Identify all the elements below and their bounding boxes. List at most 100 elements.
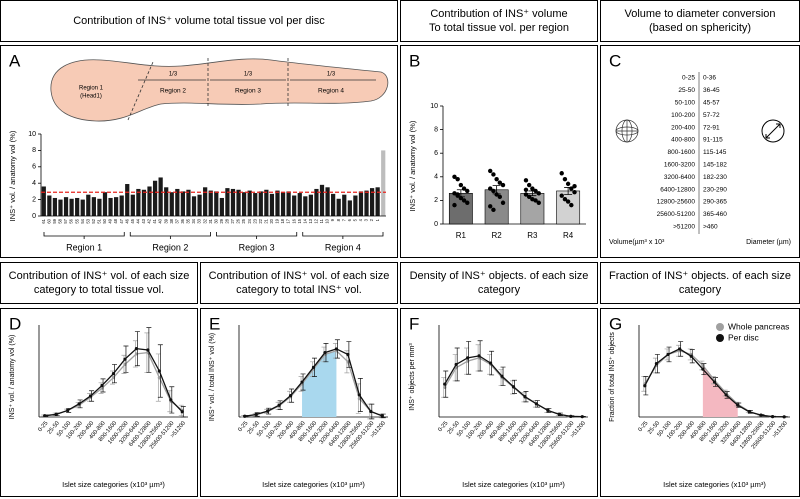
- panel-label: D: [9, 314, 21, 333]
- x-tick-label: 23: [252, 218, 257, 223]
- chart: F INS⁺ objects per mm³ Islet size categori…: [409, 314, 588, 489]
- x-tick-label: 3: [364, 218, 369, 221]
- y-axis-label: INS⁺ vol. / anatomy vol (%): [408, 120, 417, 211]
- x-tick-label: 12: [314, 218, 319, 223]
- x-tick-label: 14: [302, 218, 307, 223]
- panel-label: F: [409, 314, 419, 333]
- bar: [280, 192, 286, 216]
- y-tick-label: 2: [32, 196, 36, 203]
- line-marker: [678, 347, 682, 351]
- illustration-label: Region 3: [235, 88, 261, 95]
- x-tick-label: 55: [74, 218, 79, 223]
- x-axis-label: Islet size categories (x10³ µm³): [462, 480, 565, 489]
- data-point: [461, 198, 467, 203]
- line-marker: [523, 395, 527, 399]
- bar: [347, 200, 352, 216]
- y-tick-label: 0: [32, 213, 36, 220]
- volume-range: 400-800: [671, 137, 695, 144]
- data-point: [565, 199, 571, 204]
- bar: [358, 191, 364, 216]
- x-tick-label: 54: [80, 218, 85, 223]
- region-bracket: [129, 232, 211, 239]
- x-tick-label: 17: [286, 218, 291, 223]
- panel: G Fraction of total INS⁺ objects Islet siz…: [600, 308, 800, 497]
- x-tick-label: 36: [180, 218, 185, 223]
- legend-label: Whole pancreas: [728, 321, 789, 331]
- data-point: [569, 202, 574, 208]
- volume-range: 100-200: [671, 112, 695, 119]
- x-tick-label: 45: [130, 218, 135, 223]
- x-tick-label: 41: [152, 218, 157, 223]
- x-tick-label: 29: [219, 218, 224, 223]
- diameter-range: 230-290: [703, 186, 727, 193]
- y-tick-label: 6: [32, 164, 36, 171]
- shaded-area: [302, 350, 337, 417]
- line-marker: [66, 408, 70, 413]
- y-tick-label: 0: [434, 221, 438, 228]
- line-marker: [300, 380, 304, 384]
- bar: [219, 197, 224, 216]
- x-tick-label: 61: [41, 218, 46, 223]
- panel-label: E: [209, 314, 220, 333]
- x-tick-label: R2: [492, 231, 503, 240]
- line-marker: [569, 414, 573, 418]
- bar: [75, 197, 80, 216]
- line-marker: [254, 412, 258, 417]
- bar: [353, 195, 358, 216]
- line-marker: [111, 372, 116, 376]
- bar: [325, 187, 330, 216]
- bar: [108, 197, 113, 216]
- data-point: [488, 186, 493, 191]
- y-tick-label: 10: [430, 103, 438, 110]
- bar: [381, 150, 386, 216]
- line-marker: [736, 403, 740, 407]
- line-marker: [157, 369, 161, 373]
- region-label: Region 1: [66, 242, 102, 252]
- data-point: [526, 194, 532, 200]
- data-point: [452, 174, 457, 179]
- illustration-label: Region 2: [160, 88, 186, 95]
- x-tick-label: 60: [46, 218, 51, 223]
- line-marker: [123, 357, 127, 361]
- bar: [314, 188, 319, 216]
- volume-range: 200-400: [671, 124, 695, 131]
- bar: [364, 190, 369, 216]
- line-marker: [266, 409, 270, 413]
- bar: [141, 189, 147, 216]
- bar: [52, 197, 58, 216]
- bar: [97, 198, 102, 216]
- data-point: [559, 171, 564, 176]
- illustration-label: Region 4: [318, 88, 344, 95]
- line-marker: [654, 362, 659, 366]
- x-tick-label: 53: [85, 218, 90, 223]
- data-point: [461, 186, 467, 191]
- bar: [58, 199, 63, 216]
- x-tick-label: 32: [202, 218, 207, 223]
- data-point: [500, 200, 506, 205]
- data-point: [565, 181, 571, 187]
- diameter-range: 145-182: [703, 162, 727, 169]
- region-divider: [127, 61, 154, 121]
- bar: [130, 194, 135, 216]
- bar: [319, 184, 325, 216]
- bar: [91, 197, 96, 216]
- x-tick-label: 4: [358, 218, 363, 221]
- data-point: [569, 186, 574, 191]
- bar: [152, 180, 158, 216]
- bar: [292, 195, 297, 216]
- data-point: [491, 207, 496, 213]
- x-tick-label: 51: [97, 218, 102, 223]
- y-tick-label: 4: [32, 180, 36, 187]
- pancreas-illustration: [50, 58, 389, 122]
- panel-label: A: [9, 51, 21, 70]
- x-tick-label: 52: [91, 218, 96, 223]
- y-tick-label: 2: [434, 197, 438, 204]
- data-point: [559, 193, 564, 198]
- shaded-area: [702, 365, 738, 417]
- data-point: [458, 182, 464, 188]
- x-tick-label: 38: [169, 218, 174, 223]
- data-point: [455, 192, 460, 197]
- x-tick-label: R1: [456, 231, 467, 240]
- y-tick-label: 6: [434, 150, 438, 157]
- y-axis-label: INS⁺ vol. / anatomy vol (%): [8, 130, 17, 221]
